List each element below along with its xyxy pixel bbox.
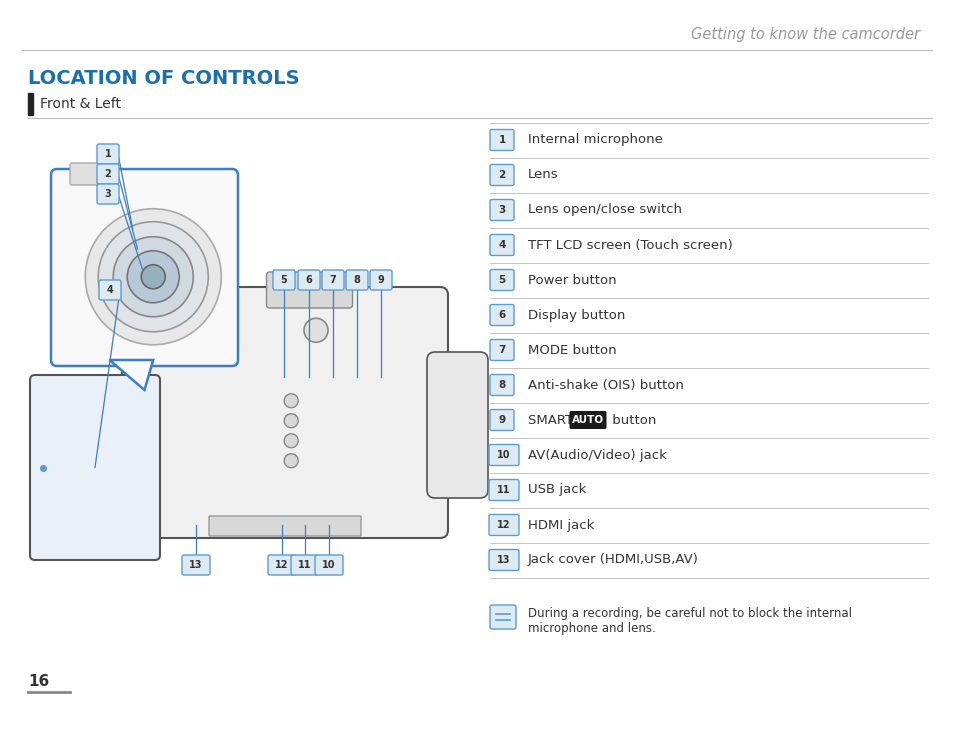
FancyBboxPatch shape [569, 411, 606, 429]
FancyBboxPatch shape [490, 410, 514, 431]
Text: 11: 11 [298, 560, 312, 570]
FancyBboxPatch shape [489, 445, 518, 466]
FancyBboxPatch shape [273, 270, 294, 290]
Circle shape [85, 209, 221, 345]
FancyBboxPatch shape [99, 280, 121, 300]
Text: 16: 16 [28, 675, 50, 690]
Text: 6: 6 [305, 275, 312, 285]
FancyBboxPatch shape [490, 304, 514, 326]
Text: Display button: Display button [527, 309, 625, 321]
Circle shape [304, 318, 328, 342]
Circle shape [98, 222, 208, 331]
FancyBboxPatch shape [490, 339, 514, 361]
FancyBboxPatch shape [489, 550, 518, 571]
FancyBboxPatch shape [209, 516, 360, 536]
Text: 11: 11 [497, 485, 510, 495]
Text: LOCATION OF CONTROLS: LOCATION OF CONTROLS [28, 69, 299, 88]
Text: 1: 1 [497, 135, 505, 145]
FancyBboxPatch shape [97, 164, 119, 184]
Text: Front & Left: Front & Left [40, 97, 121, 111]
FancyBboxPatch shape [490, 269, 514, 291]
Text: Jack cover (HDMI,USB,AV): Jack cover (HDMI,USB,AV) [527, 553, 699, 566]
Circle shape [284, 434, 298, 447]
FancyBboxPatch shape [489, 480, 518, 501]
FancyBboxPatch shape [291, 555, 318, 575]
Text: 7: 7 [497, 345, 505, 355]
Bar [28, 93, 33, 115]
FancyBboxPatch shape [30, 375, 160, 560]
FancyBboxPatch shape [266, 272, 352, 308]
FancyBboxPatch shape [297, 270, 319, 290]
Circle shape [113, 237, 193, 317]
Text: 9: 9 [497, 415, 505, 425]
FancyBboxPatch shape [489, 515, 518, 536]
Text: 1: 1 [105, 149, 112, 159]
Text: USB jack: USB jack [527, 483, 586, 496]
FancyBboxPatch shape [51, 169, 237, 366]
Circle shape [284, 414, 298, 428]
Text: button: button [607, 413, 656, 426]
Circle shape [127, 250, 179, 303]
Text: 8: 8 [354, 275, 360, 285]
FancyBboxPatch shape [490, 199, 514, 220]
FancyBboxPatch shape [490, 605, 516, 629]
Text: 13: 13 [497, 555, 510, 565]
Text: During a recording, be careful not to block the internal: During a recording, be careful not to bl… [527, 607, 851, 620]
Text: 12: 12 [497, 520, 510, 530]
Text: 8: 8 [497, 380, 505, 390]
Polygon shape [110, 360, 153, 390]
Circle shape [141, 265, 165, 289]
Text: 7: 7 [330, 275, 336, 285]
Text: MODE button: MODE button [527, 344, 616, 356]
Circle shape [284, 454, 298, 468]
Text: 12: 12 [275, 560, 289, 570]
Text: Lens: Lens [527, 169, 558, 182]
Text: Power button: Power button [527, 274, 616, 286]
FancyBboxPatch shape [70, 163, 104, 185]
Text: Lens open/close switch: Lens open/close switch [527, 204, 681, 217]
FancyBboxPatch shape [314, 555, 343, 575]
Text: 2: 2 [497, 170, 505, 180]
Text: 5: 5 [497, 275, 505, 285]
FancyBboxPatch shape [490, 129, 514, 150]
Text: 3: 3 [497, 205, 505, 215]
Text: AV(Audio/Video) jack: AV(Audio/Video) jack [527, 448, 666, 461]
FancyBboxPatch shape [490, 374, 514, 396]
Text: 13: 13 [189, 560, 203, 570]
Text: 6: 6 [497, 310, 505, 320]
Circle shape [284, 393, 298, 408]
FancyBboxPatch shape [122, 287, 448, 538]
Text: SMART: SMART [527, 413, 577, 426]
Text: 10: 10 [322, 560, 335, 570]
FancyBboxPatch shape [322, 270, 344, 290]
FancyBboxPatch shape [490, 164, 514, 185]
FancyBboxPatch shape [268, 555, 295, 575]
Text: AUTO: AUTO [572, 415, 603, 425]
FancyBboxPatch shape [97, 144, 119, 164]
Text: 2: 2 [105, 169, 112, 179]
Text: 4: 4 [107, 285, 113, 295]
Text: 4: 4 [497, 240, 505, 250]
Text: 9: 9 [377, 275, 384, 285]
Text: Internal microphone: Internal microphone [527, 134, 662, 147]
FancyBboxPatch shape [182, 555, 210, 575]
Text: 3: 3 [105, 189, 112, 199]
Text: Anti-shake (OIS) button: Anti-shake (OIS) button [527, 378, 683, 391]
Text: HDMI jack: HDMI jack [527, 518, 594, 531]
Text: Getting to know the camcorder: Getting to know the camcorder [690, 28, 919, 42]
Text: TFT LCD screen (Touch screen): TFT LCD screen (Touch screen) [527, 239, 732, 252]
FancyBboxPatch shape [490, 234, 514, 256]
Text: microphone and lens.: microphone and lens. [527, 622, 655, 635]
Text: 10: 10 [497, 450, 510, 460]
FancyBboxPatch shape [97, 184, 119, 204]
Text: 5: 5 [280, 275, 287, 285]
FancyBboxPatch shape [346, 270, 368, 290]
FancyBboxPatch shape [370, 270, 392, 290]
FancyBboxPatch shape [427, 352, 488, 498]
